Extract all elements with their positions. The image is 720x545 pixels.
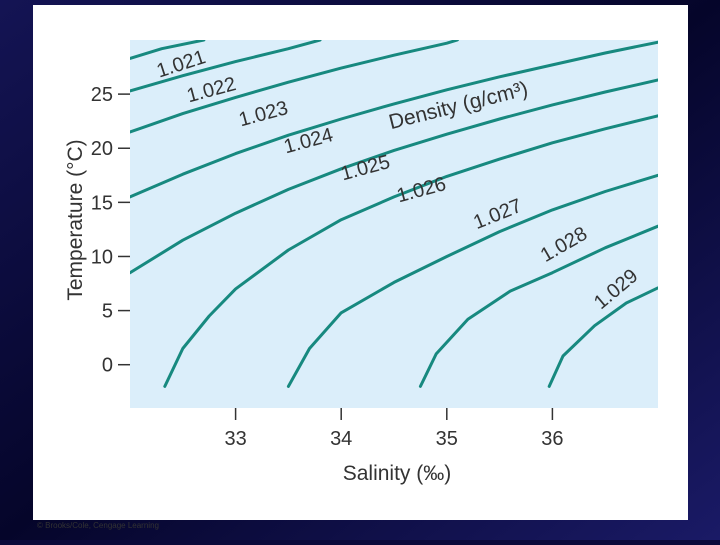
contours bbox=[130, 40, 658, 388]
contour-line bbox=[286, 173, 658, 388]
y-tick-label: 25 bbox=[91, 84, 113, 106]
y-tick-label: 10 bbox=[91, 246, 113, 268]
contour-line bbox=[130, 40, 658, 199]
contour-line bbox=[130, 40, 206, 60]
contour-line bbox=[547, 286, 658, 388]
x-tick-label: 33 bbox=[224, 428, 246, 450]
contour-line bbox=[130, 40, 459, 134]
credit: © Brooks/Cole, Cengage Learning bbox=[37, 521, 159, 530]
y-tick-label: 20 bbox=[91, 138, 113, 160]
y-tick-label: 5 bbox=[102, 301, 113, 323]
contour-line bbox=[163, 114, 658, 388]
contour-line bbox=[130, 78, 658, 275]
y-tick-label: 15 bbox=[91, 192, 113, 214]
y-axis-label: Temperature (°C) bbox=[64, 139, 87, 300]
x-tick-label: 34 bbox=[330, 428, 352, 450]
contour-line bbox=[418, 224, 658, 388]
x-axis-label: Salinity (‰) bbox=[343, 462, 452, 485]
x-tick-label: 36 bbox=[541, 428, 563, 450]
contour-line bbox=[130, 40, 322, 93]
x-tick-label: 35 bbox=[436, 428, 458, 450]
y-tick-label: 0 bbox=[102, 355, 113, 377]
